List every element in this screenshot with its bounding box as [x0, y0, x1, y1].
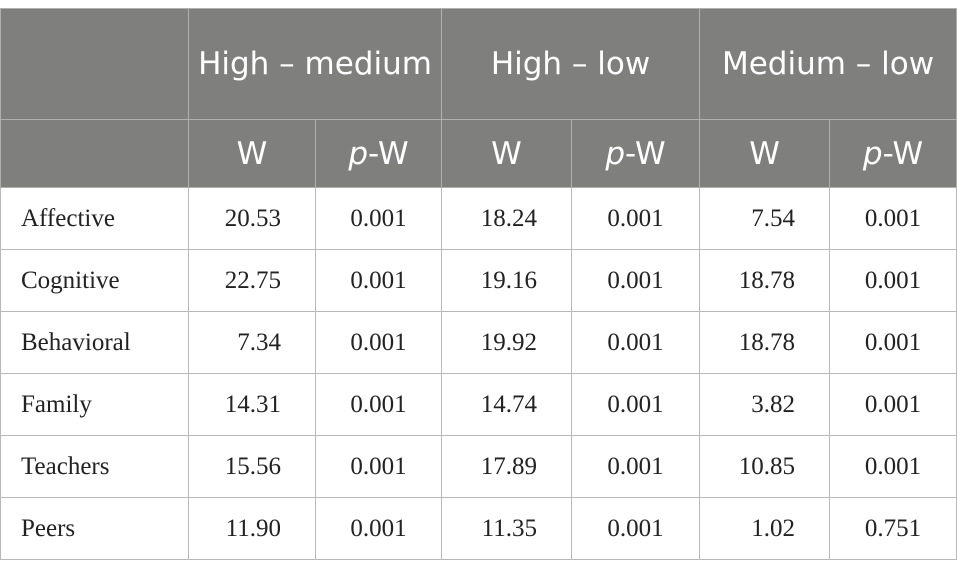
- table-row: Behavioral 7.34 0.001 19.92 0.001 18.78 …: [0, 311, 958, 374]
- group-header-high-medium: High – medium: [188, 8, 442, 120]
- row-label: Cognitive: [0, 249, 189, 312]
- pw-prefix: p: [348, 135, 369, 172]
- w-value: 15.56: [188, 435, 316, 498]
- p-value: 0.001: [570, 311, 701, 374]
- p-value: 0.001: [570, 187, 701, 250]
- wilcoxon-comparison-table: High – medium High – low Medium – low W …: [0, 8, 958, 560]
- p-value: 0.001: [829, 187, 958, 250]
- table-row: Teachers 15.56 0.001 17.89 0.001 10.85 0…: [0, 435, 958, 498]
- row-label: Peers: [0, 497, 189, 560]
- p-value: 0.001: [570, 373, 701, 436]
- w-value: 18.78: [699, 311, 831, 374]
- p-value: 0.001: [829, 311, 958, 374]
- p-value: 0.001: [315, 249, 442, 312]
- p-value: 0.001: [829, 373, 958, 436]
- w-value: 22.75: [188, 249, 316, 312]
- pw-suffix: -W: [368, 135, 409, 172]
- p-value: 0.001: [315, 373, 442, 436]
- pw-prefix: p: [862, 135, 883, 172]
- w-value: 11.90: [188, 497, 316, 560]
- w-value: 19.16: [441, 249, 572, 312]
- p-value: 0.001: [315, 311, 442, 374]
- row-label: Teachers: [0, 435, 189, 498]
- table-row: Cognitive 22.75 0.001 19.16 0.001 18.78 …: [0, 249, 958, 312]
- table-row: Family 14.31 0.001 14.74 0.001 3.82 0.00…: [0, 373, 958, 436]
- w-value: 7.34: [188, 311, 316, 374]
- group-header-medium-low: Medium – low: [699, 8, 958, 120]
- w-value: 1.02: [699, 497, 831, 560]
- pw-header: p-W: [315, 119, 442, 188]
- group-header-row: High – medium High – low Medium – low: [0, 8, 958, 120]
- w-value: 17.89: [441, 435, 572, 498]
- corner-header-cell: [0, 8, 189, 120]
- table-row: Peers 11.90 0.001 11.35 0.001 1.02 0.751: [0, 497, 958, 560]
- pw-header: p-W: [829, 119, 958, 188]
- subheader-row: W p-W W p-W W p-W: [0, 119, 958, 188]
- w-header: W: [699, 119, 831, 188]
- w-value: 20.53: [188, 187, 316, 250]
- w-value: 11.35: [441, 497, 572, 560]
- p-value: 0.001: [315, 497, 442, 560]
- pw-suffix: -W: [625, 135, 666, 172]
- w-value: 18.24: [441, 187, 572, 250]
- w-value: 14.74: [441, 373, 572, 436]
- group-header-high-low: High – low: [440, 8, 701, 120]
- corner-subheader-cell: [0, 119, 189, 188]
- p-value: 0.001: [570, 249, 701, 312]
- row-label: Behavioral: [0, 311, 189, 374]
- p-value: 0.001: [829, 435, 958, 498]
- p-value: 0.001: [315, 435, 442, 498]
- row-label: Family: [0, 373, 189, 436]
- p-value: 0.001: [829, 249, 958, 312]
- pw-prefix: p: [605, 135, 626, 172]
- pw-header: p-W: [570, 119, 701, 188]
- w-header: W: [188, 119, 316, 188]
- w-value: 3.82: [699, 373, 831, 436]
- table-row: Affective 20.53 0.001 18.24 0.001 7.54 0…: [0, 187, 958, 250]
- row-label: Affective: [0, 187, 189, 250]
- p-value: 0.001: [570, 435, 701, 498]
- w-value: 7.54: [699, 187, 831, 250]
- w-value: 18.78: [699, 249, 831, 312]
- pw-suffix: -W: [882, 135, 924, 172]
- w-value: 19.92: [441, 311, 572, 374]
- p-value: 0.001: [570, 497, 701, 560]
- p-value: 0.751: [829, 497, 958, 560]
- w-header: W: [441, 119, 572, 188]
- p-value: 0.001: [315, 187, 442, 250]
- w-value: 10.85: [699, 435, 831, 498]
- w-value: 14.31: [188, 373, 316, 436]
